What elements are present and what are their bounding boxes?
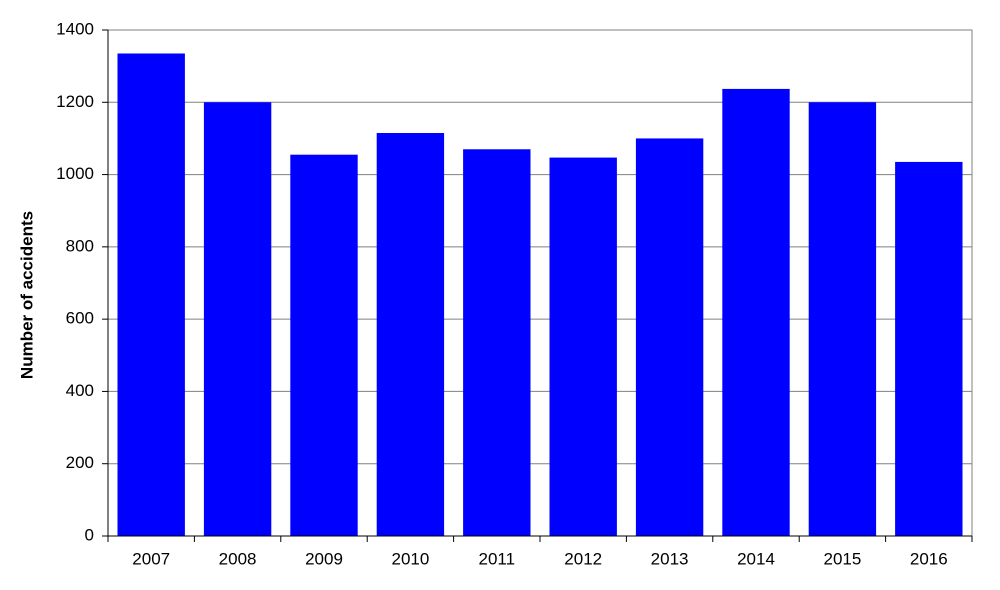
x-tick-label: 2011 [479,549,516,568]
bar [635,138,704,536]
x-tick-label: 2015 [823,549,861,568]
bar [895,161,963,536]
bar [808,102,877,537]
y-tick-label: 200 [66,453,94,472]
bar [376,133,445,536]
bar [203,102,272,537]
y-tick-label: 1200 [56,92,94,111]
y-tick-label: 1400 [56,19,94,38]
y-tick-label: 600 [66,309,94,328]
y-axis-label: Number of accidents [17,211,36,379]
x-tick-label: 2008 [219,549,257,568]
x-tick-label: 2010 [391,549,429,568]
y-tick-label: 400 [66,381,94,400]
x-tick-label: 2012 [564,549,602,568]
bar [117,53,185,536]
y-tick-label: 800 [66,236,94,255]
x-tick-label: 2014 [737,549,775,568]
bar [290,154,358,536]
y-tick-label: 0 [85,525,94,544]
x-tick-label: 2007 [132,549,170,568]
x-tick-label: 2009 [305,549,343,568]
x-tick-label: 2016 [910,549,948,568]
bar [549,157,617,536]
y-tick-label: 1000 [56,164,94,183]
bar [463,149,531,536]
x-tick-label: 2013 [651,549,689,568]
bar [722,88,790,537]
